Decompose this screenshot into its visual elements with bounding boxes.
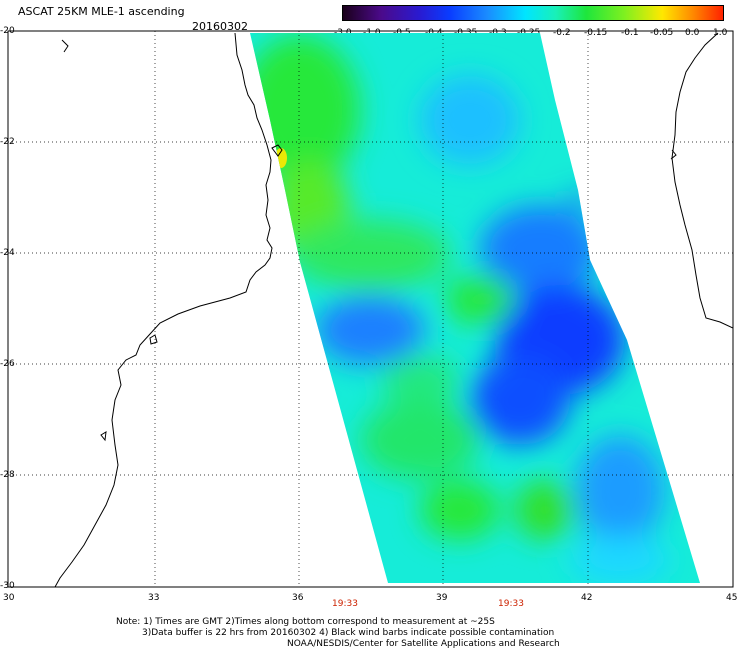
product-date: 20160302 xyxy=(192,20,248,33)
colorbar-tick: -0.15 xyxy=(584,28,608,38)
lon-label: 33 xyxy=(148,593,160,603)
lat-label: -24 xyxy=(0,248,15,258)
colorbar-tick: -0.2 xyxy=(553,28,571,38)
lon-label: 36 xyxy=(292,593,304,603)
footnote-line-1: Note: 1) Times are GMT 2)Times along bot… xyxy=(116,617,495,627)
coastline xyxy=(54,32,733,587)
lon-label: 45 xyxy=(726,593,738,603)
colorbar-tick: 0.0 xyxy=(685,28,700,38)
colorbar-tick: -0.05 xyxy=(650,28,674,38)
lat-label: -28 xyxy=(0,470,15,480)
lon-label: 30 xyxy=(3,593,15,603)
lat-label: -22 xyxy=(0,137,15,147)
footnote-line-2: 3)Data buffer is 22 hrs from 20160302 4)… xyxy=(142,628,555,638)
lat-label: -26 xyxy=(0,359,15,369)
colorbar-tick: 1.0 xyxy=(713,28,728,38)
color-scale-bar xyxy=(342,5,724,21)
wind-swath xyxy=(250,33,700,583)
map-frame xyxy=(7,30,734,588)
footnote-line-3: NOAA/NESDIS/Center for Satellite Applica… xyxy=(287,639,560,649)
colorbar-tick: -0.1 xyxy=(621,28,639,38)
graticule xyxy=(8,31,733,587)
lat-label: -20 xyxy=(0,26,15,36)
product-title: ASCAT 25KM MLE-1 ascending xyxy=(18,5,185,18)
lon-label: 39 xyxy=(436,593,448,603)
swath-time-label: 19:33 xyxy=(498,599,524,609)
lon-label: 42 xyxy=(581,593,593,603)
swath-time-label: 19:33 xyxy=(332,599,358,609)
lat-label: -30 xyxy=(0,581,15,591)
